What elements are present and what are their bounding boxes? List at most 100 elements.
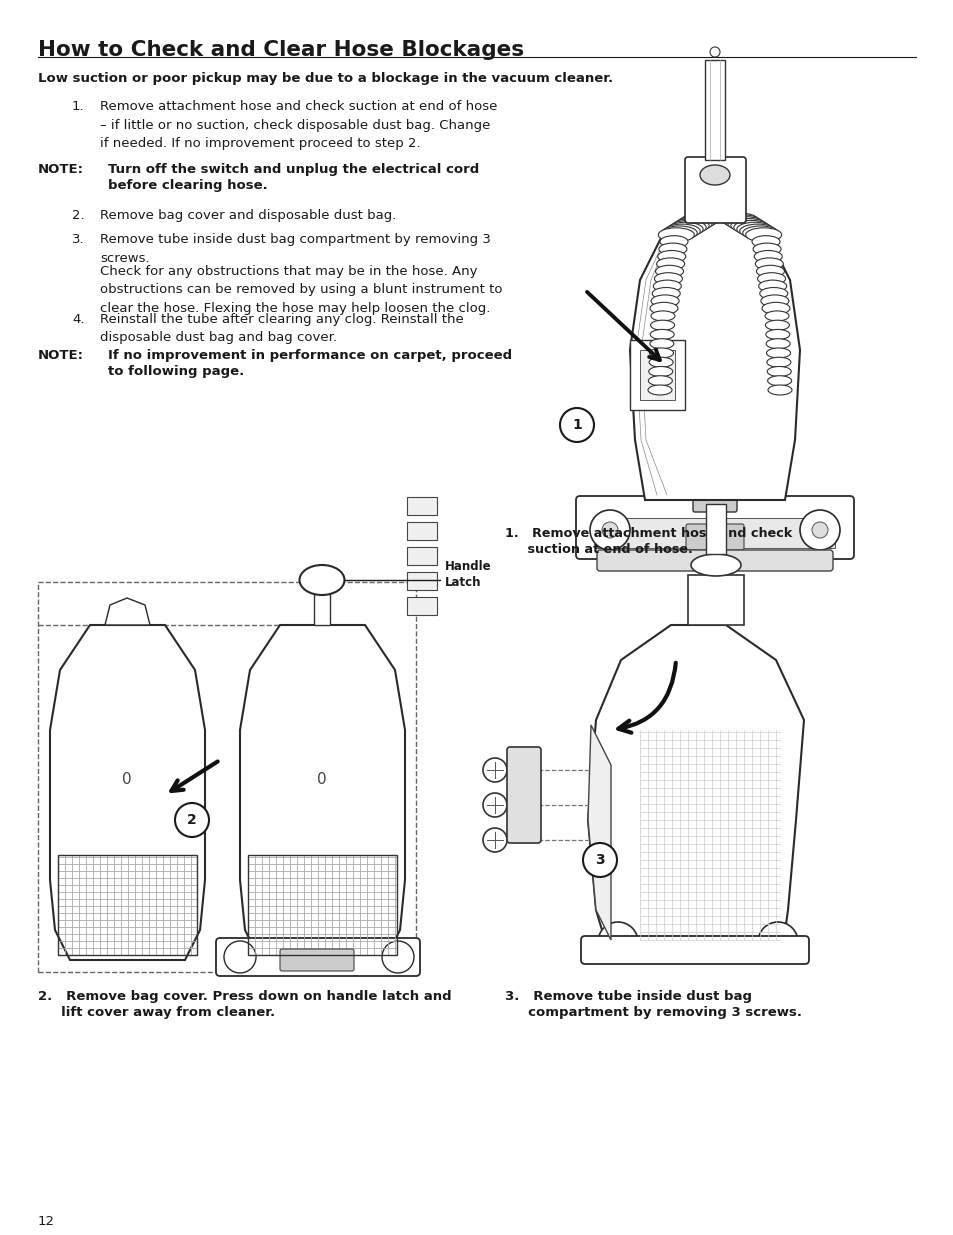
Bar — [58, 855, 196, 955]
Ellipse shape — [654, 273, 681, 285]
Ellipse shape — [676, 216, 711, 231]
Polygon shape — [587, 625, 803, 960]
Ellipse shape — [653, 280, 680, 293]
Bar — [700, 487, 729, 490]
Polygon shape — [240, 625, 405, 960]
FancyBboxPatch shape — [685, 524, 743, 550]
Ellipse shape — [650, 330, 674, 340]
Ellipse shape — [657, 251, 685, 263]
Ellipse shape — [656, 258, 684, 270]
Ellipse shape — [652, 288, 679, 300]
Ellipse shape — [755, 258, 782, 270]
Polygon shape — [629, 210, 800, 500]
Circle shape — [601, 522, 618, 538]
Circle shape — [709, 47, 720, 57]
Text: 3.   Remove tube inside dust bag: 3. Remove tube inside dust bag — [504, 990, 751, 1003]
Ellipse shape — [660, 226, 697, 240]
Ellipse shape — [766, 367, 790, 377]
FancyBboxPatch shape — [280, 948, 354, 971]
Ellipse shape — [649, 303, 678, 315]
Text: compartment by removing 3 screws.: compartment by removing 3 screws. — [504, 1007, 801, 1019]
Text: Remove attachment hose and check suction at end of hose
– if little or no suctio: Remove attachment hose and check suction… — [100, 100, 497, 149]
Text: 2.   Remove bag cover. Press down on handle latch and: 2. Remove bag cover. Press down on handl… — [38, 990, 451, 1003]
Ellipse shape — [767, 385, 791, 395]
Text: Remove bag cover and disposable dust bag.: Remove bag cover and disposable dust bag… — [100, 209, 395, 222]
Ellipse shape — [751, 236, 780, 248]
Ellipse shape — [655, 266, 683, 278]
Polygon shape — [587, 725, 610, 940]
Text: NOTE:: NOTE: — [38, 163, 84, 177]
Circle shape — [482, 793, 506, 818]
Bar — [629, 340, 684, 410]
Circle shape — [800, 510, 840, 550]
Ellipse shape — [663, 224, 700, 238]
Bar — [639, 350, 675, 400]
Circle shape — [381, 941, 414, 973]
Text: 12: 12 — [38, 1215, 55, 1228]
Ellipse shape — [761, 303, 789, 315]
Circle shape — [598, 923, 638, 962]
Text: before clearing hose.: before clearing hose. — [108, 179, 268, 191]
Ellipse shape — [759, 288, 787, 300]
Bar — [248, 855, 396, 955]
Circle shape — [811, 522, 827, 538]
Text: lift cover away from cleaner.: lift cover away from cleaner. — [38, 1007, 274, 1019]
FancyBboxPatch shape — [597, 550, 832, 571]
Text: If no improvement in performance on carpet, proceed: If no improvement in performance on carp… — [108, 350, 512, 362]
Ellipse shape — [754, 251, 781, 263]
Bar — [595, 517, 834, 548]
Circle shape — [224, 941, 255, 973]
Ellipse shape — [724, 215, 760, 228]
FancyBboxPatch shape — [215, 939, 419, 976]
Bar — [700, 493, 729, 496]
Ellipse shape — [764, 311, 788, 321]
FancyBboxPatch shape — [576, 496, 853, 559]
Ellipse shape — [650, 311, 675, 321]
Ellipse shape — [648, 367, 672, 377]
Circle shape — [174, 803, 209, 837]
Text: 4.: 4. — [71, 312, 85, 326]
Text: 2.: 2. — [71, 209, 85, 222]
Ellipse shape — [765, 348, 790, 358]
Text: 0: 0 — [316, 773, 327, 788]
Ellipse shape — [700, 165, 729, 185]
Bar — [407, 496, 436, 515]
Ellipse shape — [736, 222, 772, 236]
Ellipse shape — [765, 330, 789, 340]
Text: Check for any obstructions that may be in the hose. Any
obstructions can be remo: Check for any obstructions that may be i… — [100, 266, 502, 315]
Ellipse shape — [739, 224, 775, 238]
Ellipse shape — [669, 220, 705, 235]
Ellipse shape — [756, 266, 783, 278]
Polygon shape — [105, 598, 150, 625]
Bar — [407, 597, 436, 615]
Ellipse shape — [767, 375, 791, 385]
Text: Turn off the switch and unplug the electrical cord: Turn off the switch and unplug the elect… — [108, 163, 478, 177]
Bar — [407, 547, 436, 564]
Ellipse shape — [721, 212, 758, 227]
Ellipse shape — [742, 226, 778, 240]
Text: 1: 1 — [572, 417, 581, 432]
Ellipse shape — [758, 280, 786, 293]
Ellipse shape — [766, 357, 790, 367]
Bar — [314, 590, 330, 625]
Ellipse shape — [658, 227, 694, 242]
Ellipse shape — [651, 295, 679, 308]
Circle shape — [582, 844, 617, 877]
Text: How to Check and Clear Hose Blockages: How to Check and Clear Hose Blockages — [38, 40, 523, 61]
Circle shape — [559, 408, 594, 442]
Ellipse shape — [648, 375, 672, 385]
Ellipse shape — [648, 357, 673, 367]
FancyBboxPatch shape — [692, 490, 737, 513]
Text: suction at end of hose.: suction at end of hose. — [504, 543, 692, 556]
Ellipse shape — [659, 236, 687, 248]
Text: Reinstall the tube after clearing any clog. Reinstall the
disposable dust bag an: Reinstall the tube after clearing any cl… — [100, 312, 463, 345]
Text: Handle
Latch: Handle Latch — [444, 561, 491, 589]
Bar — [700, 466, 729, 469]
Ellipse shape — [690, 555, 740, 576]
Ellipse shape — [647, 385, 671, 395]
Ellipse shape — [764, 320, 788, 330]
Bar — [700, 472, 729, 475]
Text: NOTE:: NOTE: — [38, 350, 84, 362]
Ellipse shape — [733, 220, 769, 235]
Ellipse shape — [765, 338, 789, 348]
